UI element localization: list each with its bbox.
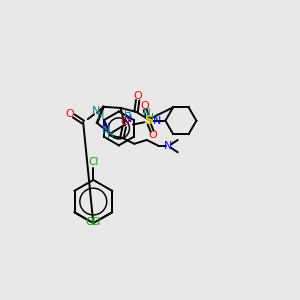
Text: O: O xyxy=(120,117,129,127)
Text: O: O xyxy=(141,101,150,111)
Text: H: H xyxy=(107,130,115,140)
Text: N: N xyxy=(101,127,110,136)
Text: S: S xyxy=(144,114,153,127)
Text: O: O xyxy=(133,91,142,100)
Text: Cl: Cl xyxy=(88,157,98,166)
Text: H: H xyxy=(97,111,105,121)
Text: O: O xyxy=(148,130,158,140)
Text: O: O xyxy=(66,110,74,119)
Text: N: N xyxy=(102,123,110,134)
Text: N: N xyxy=(164,141,172,151)
Text: Cl: Cl xyxy=(91,217,101,226)
Text: N: N xyxy=(92,106,100,116)
Text: H: H xyxy=(151,113,158,123)
Text: N: N xyxy=(153,116,161,126)
Text: H: H xyxy=(124,109,132,119)
Text: N: N xyxy=(143,108,151,118)
Text: N: N xyxy=(124,114,132,124)
Text: Cl: Cl xyxy=(85,217,96,226)
